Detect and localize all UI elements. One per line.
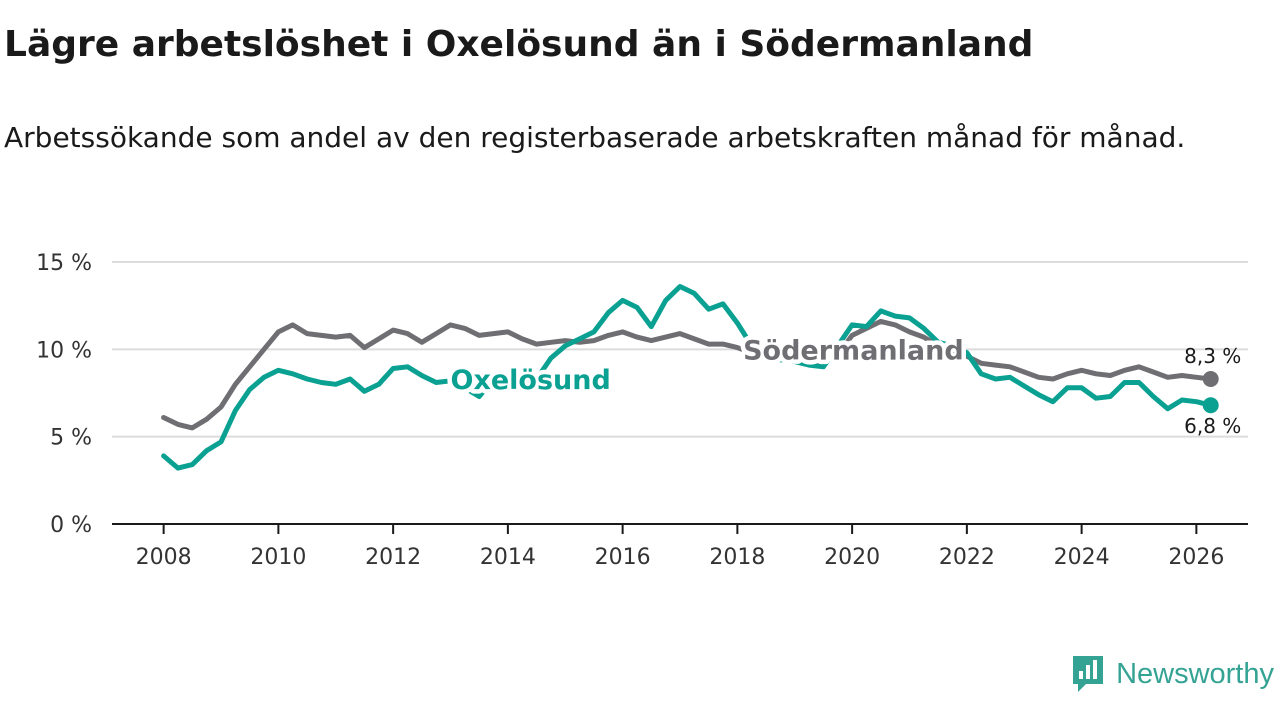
series-labels: 8,3 %6,8 %OxelösundOxelösundSödermanland… xyxy=(446,331,1241,438)
x-tick-label: 2022 xyxy=(939,545,995,570)
end-value-label: 6,8 % xyxy=(1184,414,1241,438)
series-label-södermanland: Södermanland xyxy=(743,335,964,366)
x-tick-label: 2026 xyxy=(1168,545,1224,570)
y-tick-label: 10 % xyxy=(36,338,92,363)
x-tick-label: 2016 xyxy=(595,545,651,570)
series-label-halo: Oxelösund xyxy=(451,365,611,396)
series-line-oxelösund xyxy=(161,284,1214,471)
series-lines xyxy=(161,284,1219,471)
brand-name: Newsworthy xyxy=(1116,657,1274,690)
chart-title: Lägre arbetslöshet i Oxelösund än i Söde… xyxy=(4,24,1034,65)
y-tick-label: 15 % xyxy=(36,251,92,276)
series-line-södermanland xyxy=(161,318,1214,431)
x-tick-label: 2012 xyxy=(365,545,421,570)
end-value-label: 8,3 % xyxy=(1184,344,1241,368)
end-point-oxelösund xyxy=(1202,397,1219,414)
x-tick-label: 2020 xyxy=(824,545,880,570)
end-point-södermanland xyxy=(1202,371,1219,388)
x-tick-label: 2014 xyxy=(480,545,536,570)
brand-logo: Newsworthy xyxy=(1070,654,1274,694)
x-tick-label: 2008 xyxy=(136,545,192,570)
y-tick-label: 5 % xyxy=(50,426,92,451)
line-chart: 0 % 5 % 10 % 15 % 2008 2010 2012 2014 2016 2018 20… xyxy=(36,251,1248,570)
x-tick-label: 2024 xyxy=(1054,545,1110,570)
series-label-halo: Södermanland xyxy=(743,335,964,366)
y-tick-label: 0 % xyxy=(50,513,92,538)
series-label-oxelösund: Oxelösund xyxy=(451,365,611,396)
x-axis: 0 % 5 % 10 % 15 % 2008 2010 2012 2014 2016 2018 20… xyxy=(36,251,1248,570)
grid-lines xyxy=(112,261,1248,438)
x-tick-label: 2018 xyxy=(709,545,765,570)
x-tick-label: 2010 xyxy=(250,545,306,570)
newsworthy-logo-icon xyxy=(1073,656,1104,692)
chart-subtitle: Arbetssökande som andel av den registerb… xyxy=(4,121,1186,154)
